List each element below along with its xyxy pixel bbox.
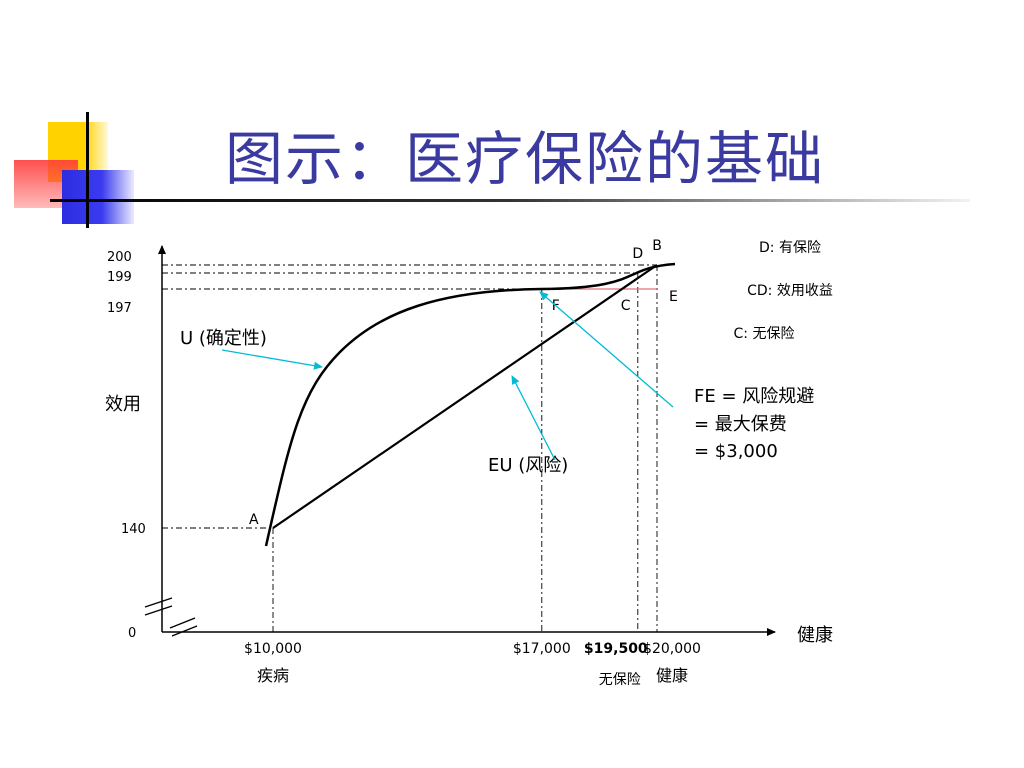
x-tick-sublabel: 健康 [656, 666, 688, 685]
eu-line-arrow [511, 375, 556, 461]
page-title: 图示：医疗保险的基础 [225, 125, 826, 193]
y-tick-label: 140 [121, 522, 146, 537]
legend-note: C: 无保险 [734, 326, 795, 342]
fe-arrow [539, 291, 674, 408]
x-tick-sublabel: 疾病 [257, 666, 289, 685]
legend-note: D: 有保险 [759, 240, 821, 256]
axis-break-mark [144, 605, 173, 616]
x-tick-label: $17,000 [513, 641, 571, 657]
y-tick-label: 200 [107, 250, 132, 265]
eu-line-label: EU (风险) [488, 455, 568, 476]
point-label: A [249, 512, 259, 528]
u-curve-arrow [221, 349, 323, 370]
series-eu-line [272, 264, 658, 529]
u-curve-label: U (确定性) [180, 328, 267, 349]
x-tick-label: $20,000 [643, 641, 701, 657]
series-u-curve [264, 262, 676, 547]
point-label: D [632, 246, 643, 262]
y-axis-label: 效用 [105, 394, 141, 415]
fe-annotation-line: = $3,000 [694, 441, 778, 462]
point-label: C [621, 298, 631, 314]
y-tick-label: 197 [107, 301, 132, 316]
deco-horizontal-line [50, 199, 970, 202]
x-tick-label: $19,500 [584, 641, 648, 657]
x-tick-label: $10,000 [244, 641, 302, 657]
point-label: E [669, 289, 678, 305]
y-tick-label: 199 [107, 270, 132, 285]
axis-break-mark [144, 597, 173, 608]
fe-annotation-line: = 最大保费 [694, 414, 787, 435]
axis-break-mark [171, 625, 198, 637]
point-label: B [652, 238, 662, 254]
deco-vertical-line [86, 112, 89, 228]
axis-break-mark [169, 617, 196, 629]
legend-note: CD: 效用收益 [747, 283, 833, 299]
x-tick-sublabel: 无保险 [599, 672, 641, 688]
deco-blue-square [62, 170, 134, 224]
x-axis-label: 健康 [797, 625, 833, 646]
y-tick-label: 0 [128, 626, 136, 641]
fe-annotation-line: FE = 风险规避 [694, 386, 814, 407]
